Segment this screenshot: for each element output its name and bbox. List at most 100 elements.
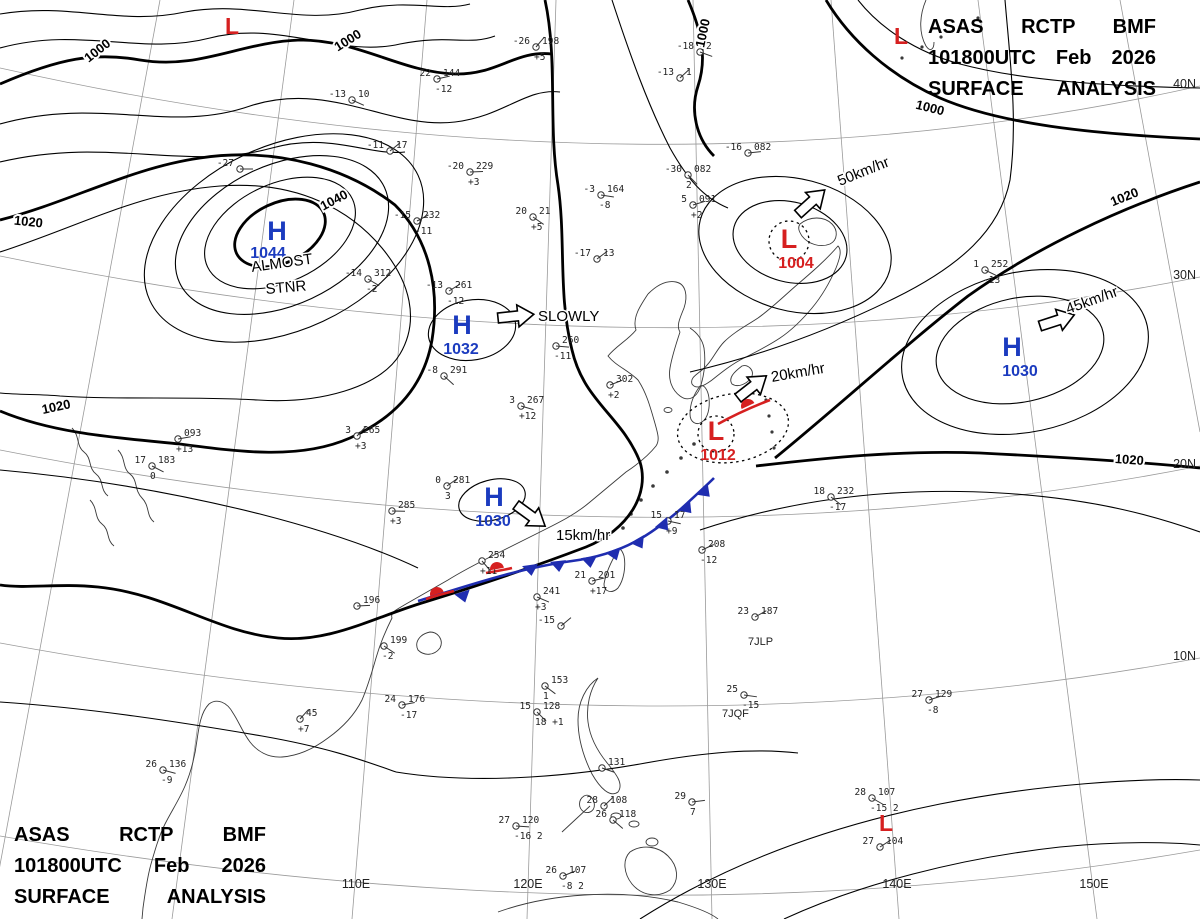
cold-front-pip — [696, 483, 710, 497]
station-value: 093 — [184, 428, 201, 439]
coastline-palawan — [561, 805, 591, 833]
station-value: -2 — [382, 651, 393, 662]
longitude-label: 150E — [1079, 877, 1108, 891]
isobar-value-label: 1020 — [13, 213, 43, 231]
chart-title-top-right: ASAS RCTP BMF 101800UTC Feb 2026 SURFACE… — [928, 12, 1156, 105]
isobar-value-label: 1020 — [40, 396, 71, 417]
station-value: 18 — [814, 486, 826, 497]
movement-label: SLOWLY — [538, 308, 599, 325]
island-jeju — [663, 407, 673, 413]
title-line-type: SURFACE ANALYSIS — [14, 886, 266, 908]
station-value: 2 — [686, 180, 692, 191]
latitude-label: 20N — [1173, 457, 1196, 471]
coastline-mindanao — [624, 846, 677, 896]
station-value: -20 — [447, 161, 464, 172]
movement-label: 45km/hr — [1064, 283, 1121, 318]
station-wind-barb — [562, 870, 576, 877]
station-value: -15 2 — [870, 803, 899, 814]
station-value: +9 — [666, 526, 678, 537]
movement-arrow — [733, 374, 768, 404]
station-wind-barb — [679, 68, 690, 79]
kuril-island-dot — [976, 16, 980, 20]
latitude-label: 30N — [1173, 268, 1196, 282]
isobar-line — [0, 91, 561, 125]
red-low-marker: L — [894, 23, 908, 49]
movement-label: STNR — [265, 277, 307, 298]
station-wind-barb — [701, 544, 714, 551]
station-value: -12 — [435, 84, 452, 95]
isobar-line — [639, 779, 1200, 919]
station-wind-barb — [871, 797, 884, 805]
isobar-line — [732, 199, 848, 285]
station-wind-barb — [536, 596, 550, 603]
coastline-honshu — [691, 245, 841, 388]
station-value: 15 — [651, 510, 662, 521]
station-wind-barb — [383, 645, 396, 654]
station-wind-barb — [667, 520, 681, 525]
coastline-taiwan — [603, 548, 626, 592]
station-value: -8 — [427, 365, 439, 376]
title-line-datetime: 101800UTC Feb 2026 — [928, 47, 1156, 69]
station-wind-barb — [446, 477, 458, 487]
station-wind-barb — [591, 577, 605, 582]
station-wind-barb — [687, 174, 698, 185]
cold-front-pip — [605, 547, 621, 561]
station-value: +12 — [519, 411, 536, 422]
station-value: 28 — [587, 795, 599, 806]
title-line-product: ASAS RCTP BMF — [14, 824, 266, 846]
low-center-symbol: L — [708, 416, 725, 446]
pressure-center-value: 1004 — [778, 255, 814, 272]
cold-front-pip — [630, 535, 644, 549]
warm-front-pip — [740, 398, 755, 409]
isobar-value-label: 1040 — [318, 187, 351, 214]
station-value: +7 — [298, 724, 309, 735]
station-value: 187 — [761, 606, 778, 617]
station-value: -16 — [725, 142, 742, 153]
station-value: -17 — [574, 248, 591, 259]
station-value: 128 — [543, 701, 560, 712]
station-value: 291 — [450, 365, 467, 376]
ryukyu-island-dot — [679, 456, 683, 460]
cold-front-pip — [550, 560, 566, 572]
station-value: 0 — [435, 475, 441, 486]
isobar-line — [698, 175, 892, 315]
stationary-front-segment — [425, 589, 455, 601]
station-value: 131 — [608, 757, 625, 768]
isobar-dotted-circle — [768, 220, 810, 262]
station-value: +3 — [355, 441, 366, 452]
movement-arrow — [496, 303, 536, 329]
coastline-luzon — [577, 677, 621, 795]
station-value: 208 — [708, 539, 725, 550]
warm-front-pip — [490, 562, 504, 571]
station-value: 26 — [546, 865, 558, 876]
station-value: 45 — [306, 708, 317, 719]
station-wind-barb — [692, 200, 706, 206]
station-value: 267 — [527, 395, 544, 406]
isobar-line — [395, 750, 799, 779]
high-center-symbol: H — [452, 310, 472, 340]
station-wind-barb — [162, 769, 176, 774]
station-value: -15 — [742, 700, 759, 711]
station-wind-barb — [600, 194, 614, 198]
longitude-line — [526, 0, 557, 919]
station-value: 29 — [675, 791, 687, 802]
station-value: 107 — [569, 865, 586, 876]
station-value: 229 — [476, 161, 493, 172]
station-value: -16 2 — [514, 831, 543, 842]
station-wind-barb — [699, 51, 713, 57]
station-wind-barb — [416, 214, 429, 222]
isobar-line — [0, 3, 471, 18]
station-wind-barb — [356, 426, 367, 437]
izu-island-dot — [767, 414, 771, 418]
station-wind-barb — [535, 36, 545, 48]
station-value: -12 — [447, 296, 464, 307]
station-value: 27 — [499, 815, 510, 826]
coastline-korea — [669, 327, 706, 400]
station-value: 7 — [690, 807, 696, 818]
station-value: 26 — [146, 759, 158, 770]
isobar-line-1020-bold — [774, 180, 1200, 460]
station-value: -13 — [983, 275, 1000, 286]
station-wind-barb — [928, 695, 942, 701]
station-wind-barb — [481, 560, 491, 572]
